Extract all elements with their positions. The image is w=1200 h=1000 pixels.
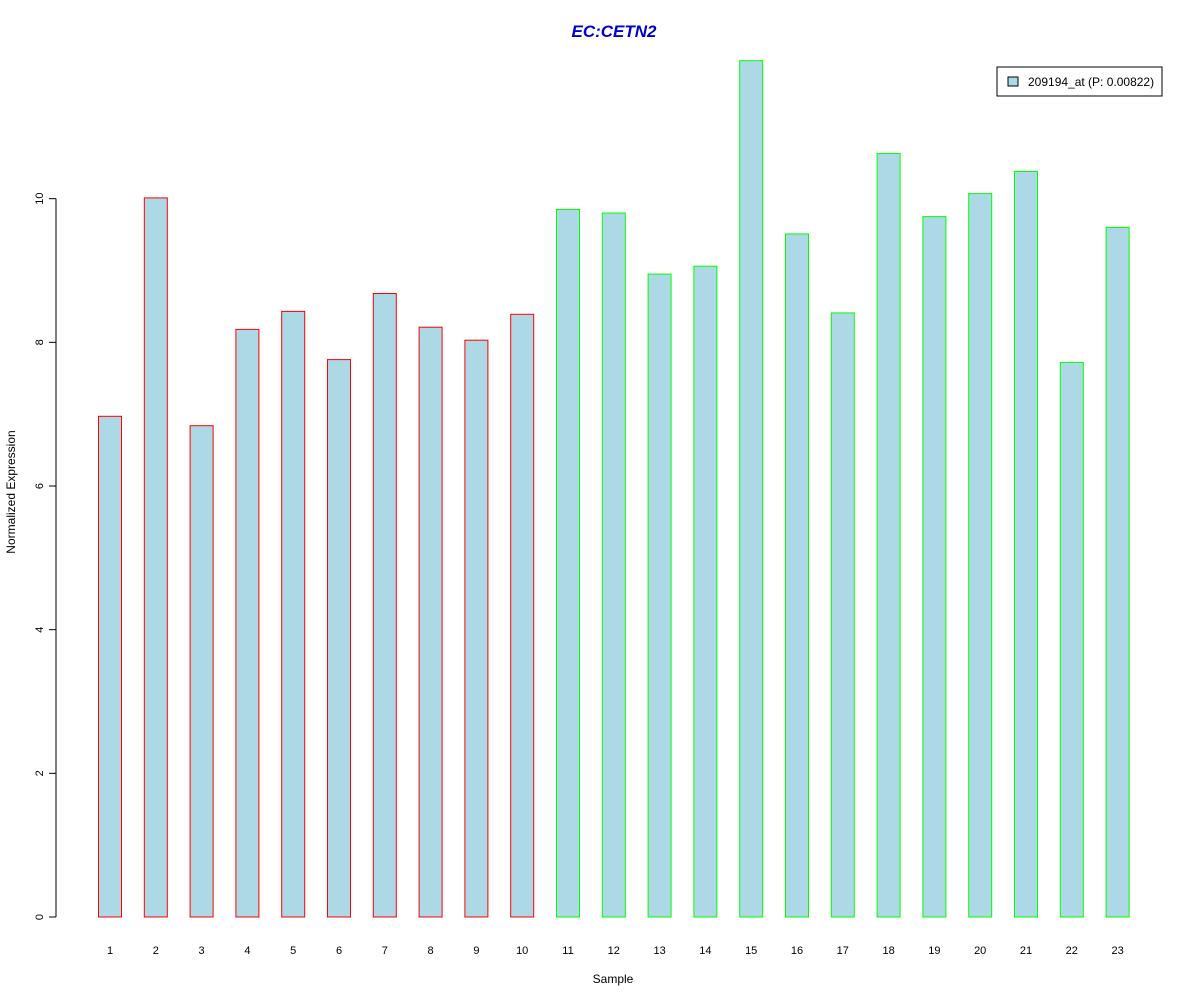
x-axis-label: Sample bbox=[593, 972, 634, 986]
bar-sample-5 bbox=[281, 310, 306, 918]
y-axis-label: Normalized Expression bbox=[4, 430, 18, 553]
bar-sample-14 bbox=[693, 265, 718, 918]
x-tick-label: 17 bbox=[837, 945, 849, 957]
x-tick-label: 16 bbox=[791, 945, 803, 957]
x-tick-label: 3 bbox=[199, 945, 205, 957]
x-tick-label: 21 bbox=[1020, 945, 1032, 957]
legend-label: 209194_at (P: 0.00822) bbox=[1028, 75, 1154, 89]
y-tick-label: 6 bbox=[34, 483, 46, 489]
x-tick-label: 8 bbox=[428, 945, 434, 957]
y-tick-label: 10 bbox=[34, 193, 46, 205]
bar-sample-21 bbox=[1014, 170, 1038, 918]
bar-sample-9 bbox=[464, 339, 489, 918]
x-tick-label: 19 bbox=[928, 945, 940, 957]
bar-sample-16 bbox=[785, 233, 809, 918]
bar-sample-20 bbox=[968, 193, 993, 918]
y-tick-label: 4 bbox=[34, 627, 46, 633]
bar-sample-10 bbox=[510, 313, 535, 918]
x-tick-label: 14 bbox=[699, 945, 711, 957]
bar-sample-4 bbox=[235, 328, 260, 918]
x-tick-label: 11 bbox=[562, 945, 573, 957]
bar-sample-23 bbox=[1105, 226, 1130, 918]
bar-sample-18 bbox=[876, 152, 901, 918]
bar-sample-19 bbox=[922, 216, 947, 918]
x-tick-label: 4 bbox=[244, 945, 250, 957]
bar-sample-12 bbox=[601, 212, 626, 918]
x-tick-label: 6 bbox=[336, 945, 342, 957]
x-tick-label: 12 bbox=[608, 945, 620, 957]
bar-sample-8 bbox=[418, 326, 443, 918]
legend-swatch bbox=[1007, 76, 1019, 87]
bar-sample-6 bbox=[327, 359, 351, 918]
chart-title: EC:CETN2 bbox=[571, 22, 657, 41]
x-tick-label: 20 bbox=[974, 945, 986, 957]
x-tick-label: 15 bbox=[745, 945, 757, 957]
x-tick-label: 22 bbox=[1066, 945, 1078, 957]
bars bbox=[98, 60, 1130, 918]
y-tick-label: 8 bbox=[34, 339, 46, 345]
bar-sample-2 bbox=[143, 197, 168, 918]
bar-sample-15 bbox=[739, 60, 764, 918]
legend-box bbox=[996, 66, 1163, 97]
bar-sample-22 bbox=[1059, 361, 1084, 918]
x-tick-label: 10 bbox=[516, 945, 528, 957]
bar-sample-11 bbox=[556, 208, 580, 918]
y-axis: 0 2 4 6 8 10 bbox=[34, 193, 57, 920]
legend: 209194_at (P: 0.00822) bbox=[996, 66, 1163, 97]
y-tick-label: 0 bbox=[34, 914, 46, 920]
y-tick-label: 2 bbox=[34, 770, 46, 776]
bar-sample-1 bbox=[98, 415, 122, 918]
x-tick-label: 9 bbox=[473, 945, 479, 957]
x-tick-label: 7 bbox=[382, 945, 388, 957]
x-tick-label: 18 bbox=[882, 945, 894, 957]
x-tick-label: 23 bbox=[1111, 945, 1123, 957]
x-tick-label: 13 bbox=[653, 945, 665, 957]
bar-sample-17 bbox=[830, 312, 855, 918]
bar-sample-3 bbox=[189, 425, 214, 918]
x-tick-label: 5 bbox=[290, 945, 296, 957]
x-tick-label: 2 bbox=[153, 945, 159, 957]
bar-sample-7 bbox=[372, 293, 397, 918]
x-tick-labels: 1 2 3 4 5 6 7 8 9 10 11 12 13 14 15 16 17 18 19 20 21 22 23 bbox=[107, 945, 1124, 957]
bar-sample-13 bbox=[647, 273, 672, 918]
x-tick-label: 1 bbox=[107, 945, 113, 957]
